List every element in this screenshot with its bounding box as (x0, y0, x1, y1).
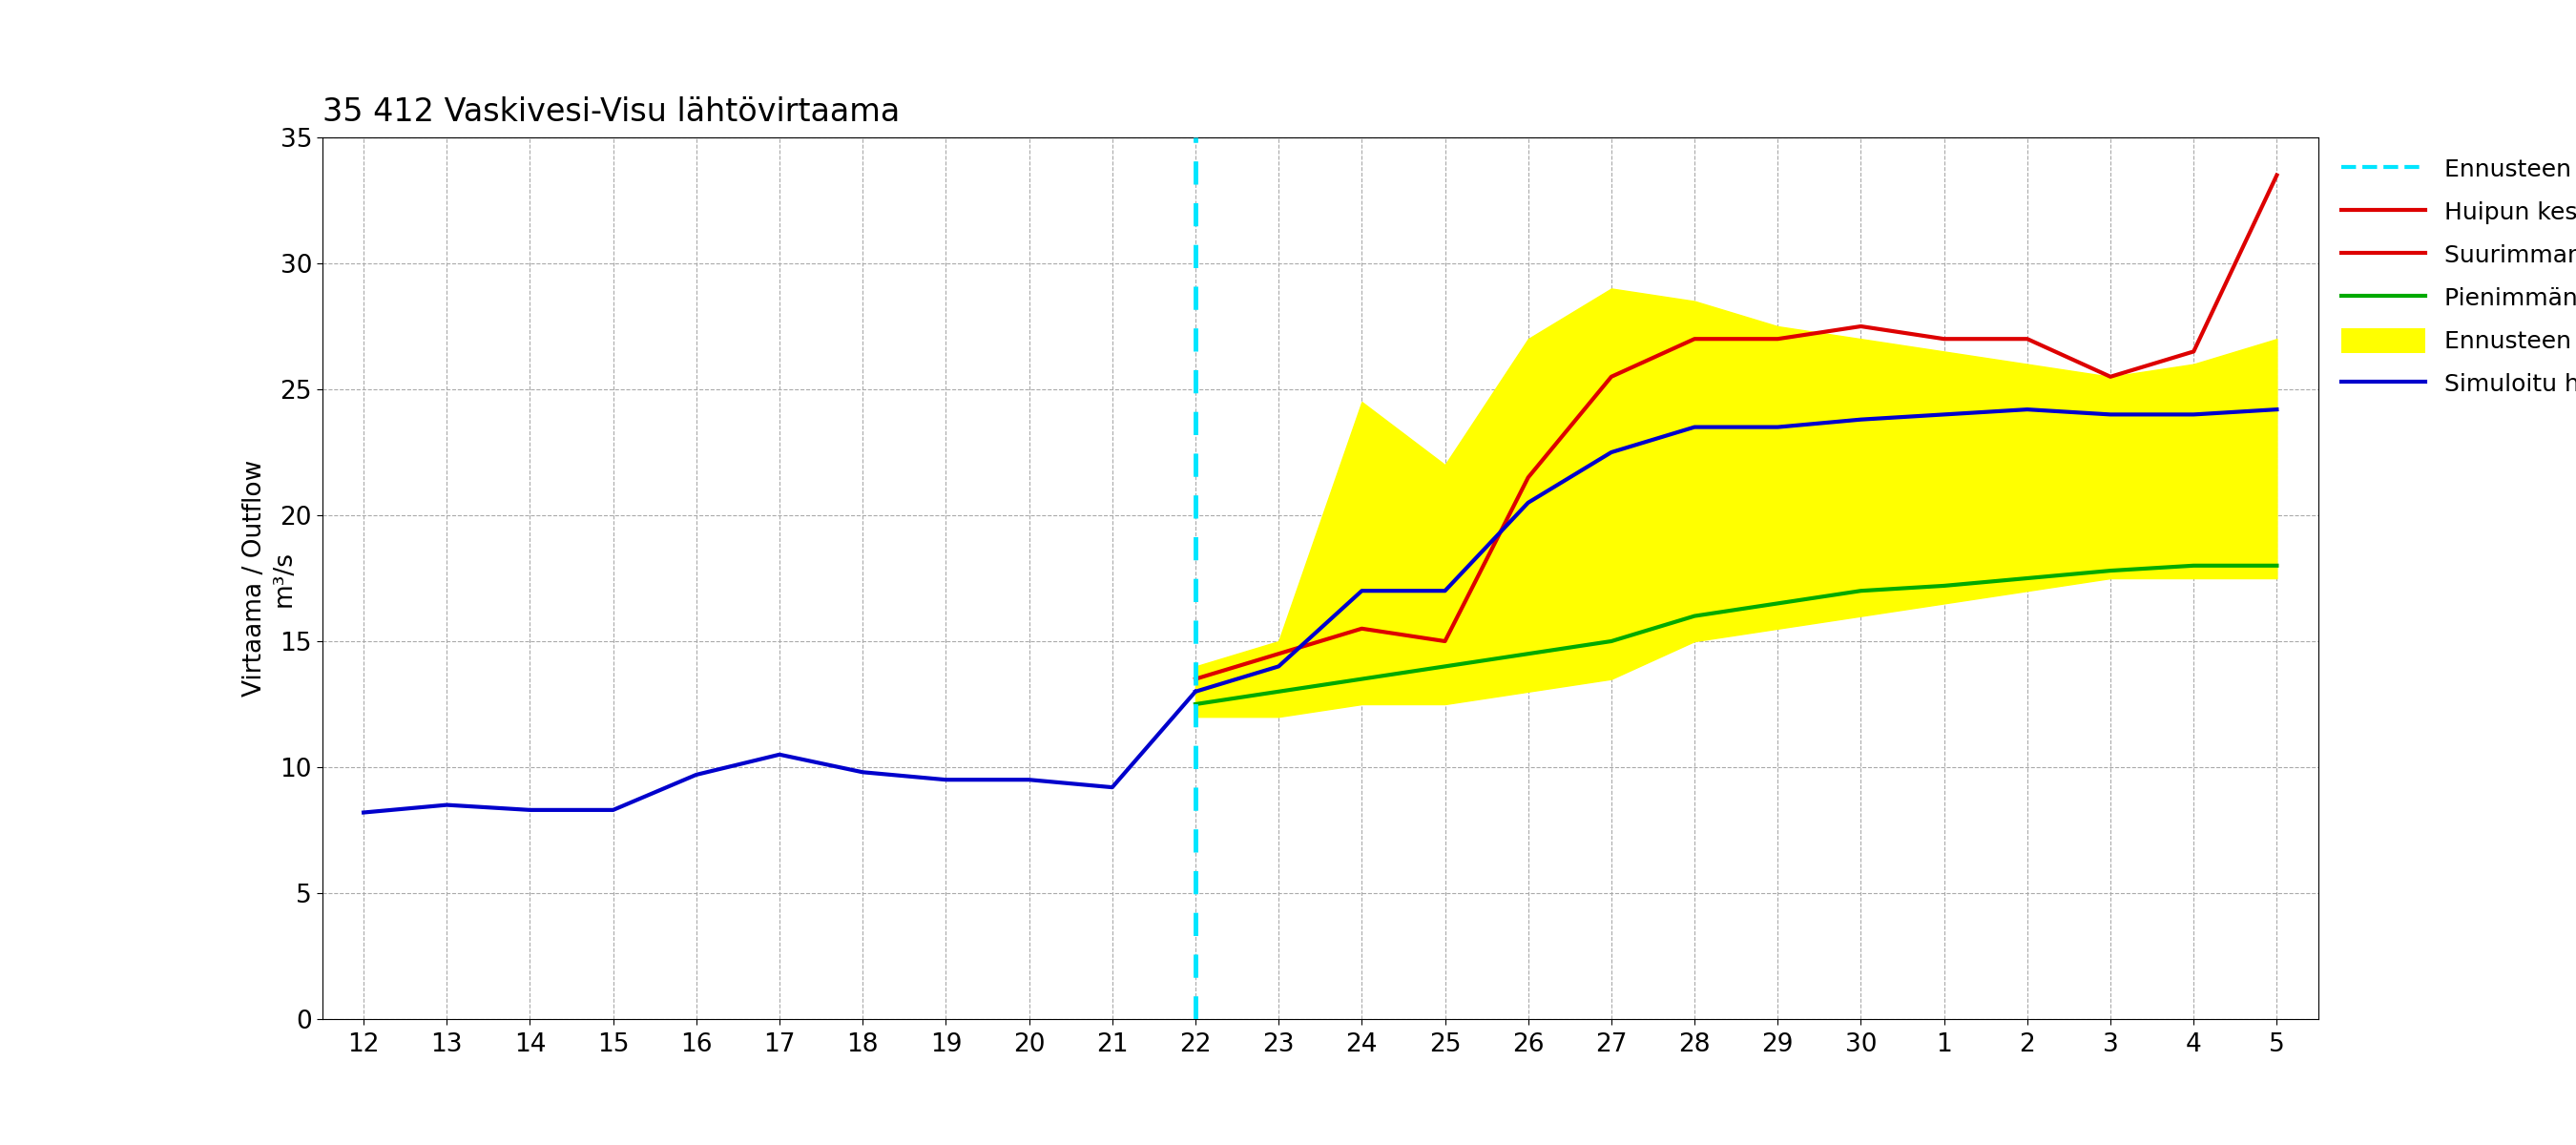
Legend: Ennusteen alku, Huipun keskiennuste, Suurimman huipun ennuste, Pienimmän huipun : Ennusteen alku, Huipun keskiennuste, Suu… (2334, 149, 2576, 403)
Text: 35 412 Vaskivesi-Visu lähtövirtaama: 35 412 Vaskivesi-Visu lähtövirtaama (322, 96, 899, 128)
Y-axis label: Virtaama / Outflow
m³/s: Virtaama / Outflow m³/s (242, 460, 296, 696)
